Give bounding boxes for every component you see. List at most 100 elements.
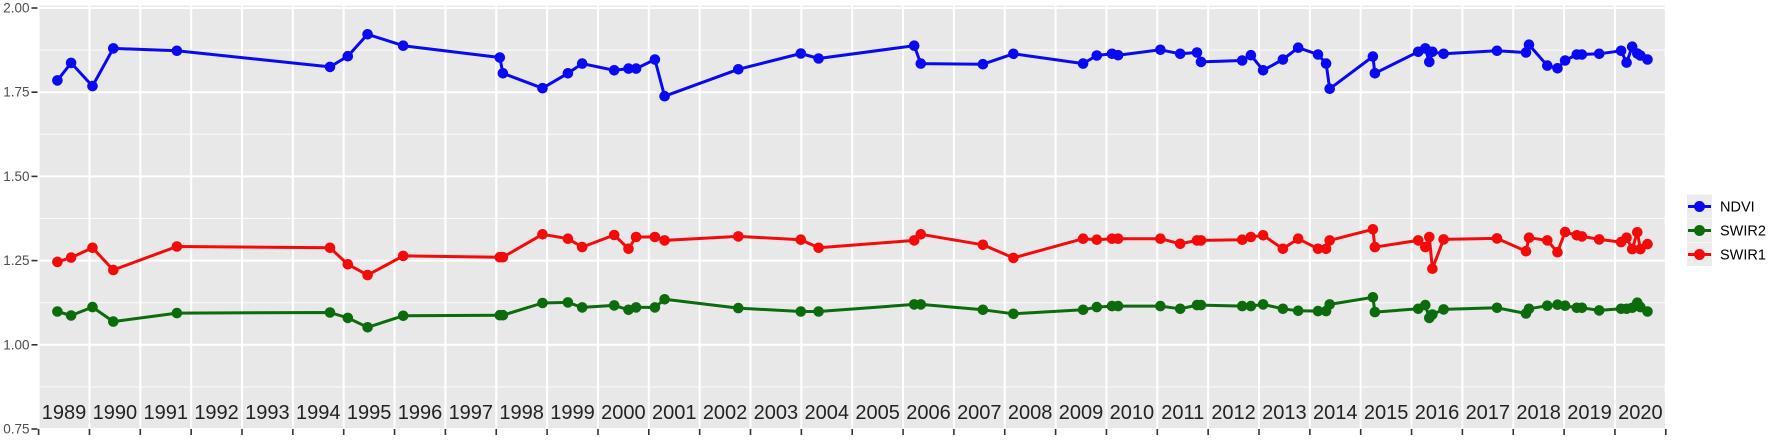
data-point-SWIR2 [977,304,989,316]
data-point-SWIR1 [1091,234,1103,245]
data-point-NDVI [1593,48,1605,60]
data-point-SWIR1 [1593,234,1605,245]
x-tick-label: 2011 [1161,402,1204,424]
x-tick-label: 2001 [652,402,697,424]
data-point-SWIR2 [649,302,661,313]
y-tick-label: 0.75 [3,422,29,437]
data-point-SWIR1 [733,231,744,242]
data-point-SWIR2 [1112,300,1124,312]
data-point-SWIR2 [1542,300,1553,312]
data-point-SWIR1 [108,264,119,276]
data-point-SWIR2 [813,306,824,317]
data-point-NDVI [52,75,63,86]
x-tick-label: 2012 [1211,402,1256,424]
data-point-SWIR1 [1412,235,1424,246]
data-point-SWIR1 [576,241,588,253]
data-point-NDVI [324,61,336,73]
data-point-SWIR1 [1245,231,1257,243]
data-point-NDVI [1642,54,1653,65]
data-point-SWIR2 [1642,306,1653,317]
data-point-SWIR2 [795,306,807,317]
data-point-SWIR1 [1491,233,1503,244]
x-tick-label: 2020 [1618,402,1663,424]
data-point-SWIR2 [1427,309,1438,320]
data-point-NDVI [1320,58,1332,69]
legend-label-SWIR2: SWIR2 [1720,224,1766,240]
data-point-NDVI [1491,45,1503,57]
data-point-SWIR1 [659,235,670,246]
data-point-SWIR1 [608,229,620,241]
data-point-SWIR2 [497,309,509,321]
x-tick-label: 2016 [1415,402,1460,424]
series-SWIR2 [52,292,1653,333]
x-tick-label: 2014 [1313,402,1358,424]
x-tick-label: 1996 [398,402,443,424]
y-tick-label: 1.75 [3,85,29,100]
x-tick-label: 2019 [1567,402,1612,424]
data-point-NDVI [1257,65,1269,76]
x-tick-label: 1992 [194,402,239,424]
data-point-SWIR1 [1420,241,1431,253]
data-point-SWIR2 [1257,299,1269,310]
data-point-SWIR2 [1195,299,1207,311]
data-point-SWIR2 [1077,304,1089,316]
data-point-NDVI [576,58,588,69]
series-SWIR1 [52,224,1653,281]
legend-marker-NDVI [1694,201,1705,212]
data-point-NDVI [1523,39,1535,50]
data-point-SWIR1 [537,229,548,240]
data-point-SWIR2 [1367,292,1379,303]
x-tick-label: 2009 [1059,402,1104,424]
data-point-SWIR1 [1312,243,1324,255]
data-point-SWIR2 [52,306,63,317]
x-tick-label: 1995 [347,402,392,424]
data-point-SWIR2 [1008,308,1019,320]
data-point-SWIR1 [795,234,807,245]
data-point-SWIR1 [1077,233,1089,244]
data-point-SWIR2 [1559,300,1571,312]
data-point-SWIR1 [623,243,634,255]
data-point-SWIR1 [1112,233,1124,244]
y-tick-label: 1.50 [3,169,29,184]
data-point-NDVI [1292,42,1304,53]
data-point-NDVI [1438,48,1449,60]
data-point-SWIR1 [1008,252,1019,264]
data-point-NDVI [1191,47,1203,58]
data-point-SWIR1 [977,239,989,251]
data-point-SWIR2 [1438,304,1449,315]
data-point-NDVI [397,40,409,51]
data-point-SWIR2 [1369,306,1381,318]
data-point-NDVI [1112,49,1124,61]
data-point-SWIR1 [1626,243,1638,255]
x-tick-label: 1997 [449,402,494,424]
data-point-NDVI [630,63,642,74]
x-tick-label: 2013 [1262,402,1307,424]
data-point-NDVI [108,43,119,54]
legend-item-SWIR2[interactable]: SWIR2 [1687,218,1766,243]
data-point-SWIR2 [342,312,354,324]
legend-item-SWIR1[interactable]: SWIR1 [1687,242,1766,267]
data-point-SWIR1 [1195,235,1207,246]
data-point-NDVI [1312,49,1324,60]
legend-item-NDVI[interactable]: NDVI [1687,194,1755,219]
data-point-SWIR1 [1236,234,1248,245]
data-point-NDVI [1559,55,1571,66]
data-point-NDVI [1621,57,1632,68]
data-point-NDVI [1367,51,1379,62]
data-point-SWIR1 [324,242,336,254]
data-point-SWIR1 [1523,232,1535,243]
data-point-SWIR2 [324,307,336,318]
data-point-NDVI [1542,60,1553,71]
data-point-NDVI [87,80,98,92]
data-point-NDVI [494,52,506,63]
x-tick-label: 2003 [754,402,799,424]
data-point-SWIR2 [1245,300,1257,312]
data-point-SWIR1 [1632,227,1643,238]
axis-ticks [31,7,1667,435]
data-point-SWIR1 [1292,233,1304,244]
data-point-SWIR1 [630,231,642,243]
data-point-SWIR2 [397,310,409,322]
data-point-SWIR2 [1236,300,1248,312]
data-point-NDVI [1324,83,1335,95]
data-point-SWIR2 [915,299,927,310]
